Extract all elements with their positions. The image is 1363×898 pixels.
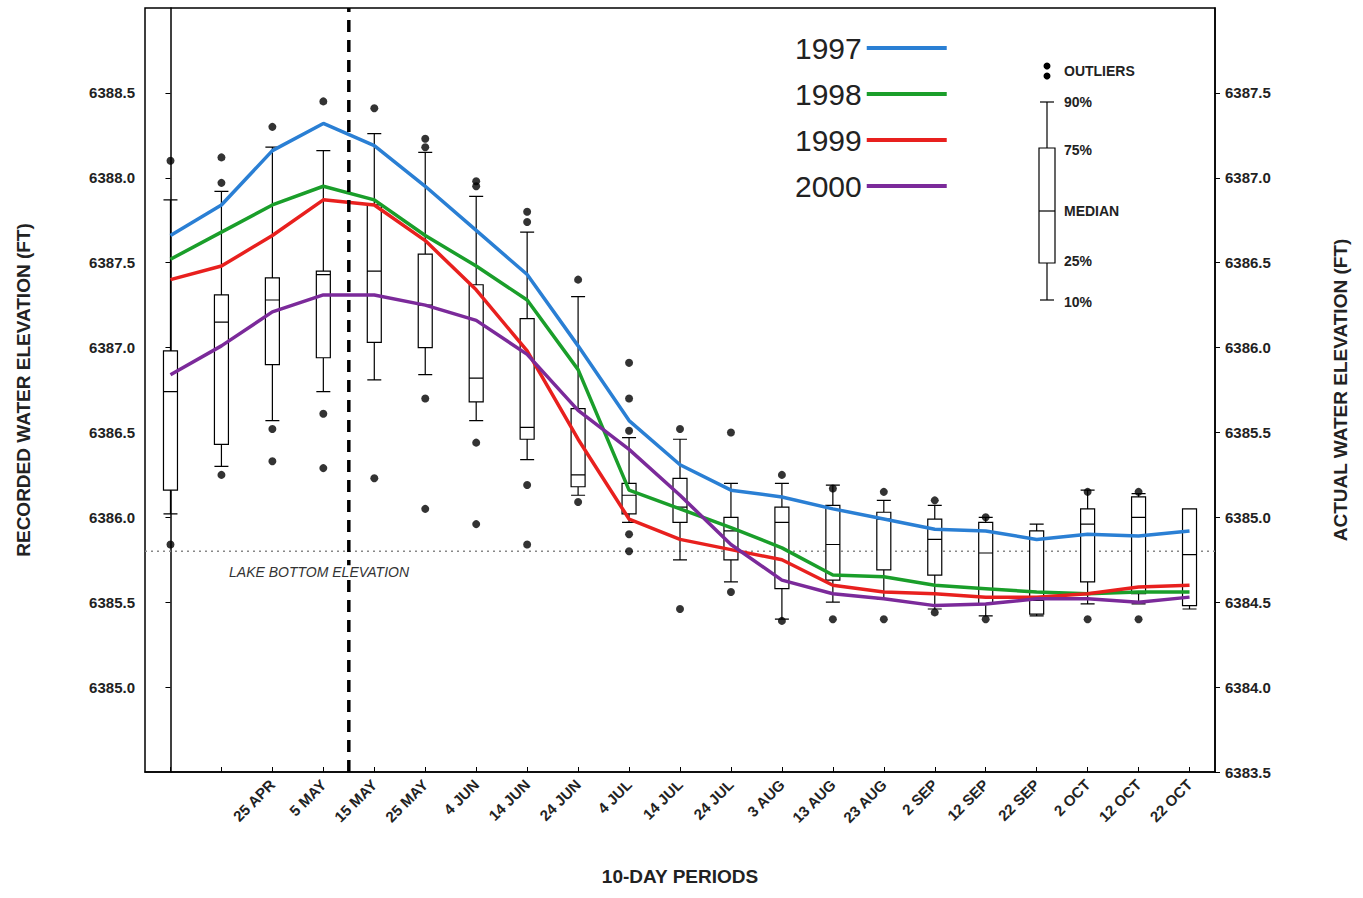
- svg-text:LAKE BOTTOM ELEVATION: LAKE BOTTOM ELEVATION: [229, 564, 410, 580]
- svg-text:4 JUL: 4 JUL: [594, 776, 635, 817]
- svg-text:6386.5: 6386.5: [89, 424, 135, 441]
- svg-text:6387.5: 6387.5: [89, 254, 135, 271]
- svg-text:1999: 1999: [795, 124, 862, 157]
- svg-text:4 JUN: 4 JUN: [440, 776, 482, 818]
- svg-text:6387.5: 6387.5: [1225, 84, 1271, 101]
- svg-text:6385.5: 6385.5: [89, 594, 135, 611]
- svg-text:6385.0: 6385.0: [1225, 509, 1271, 526]
- svg-text:RECORDED WATER ELEVATION (FT): RECORDED WATER ELEVATION (FT): [13, 223, 34, 557]
- svg-text:14 JUN: 14 JUN: [485, 776, 533, 824]
- svg-text:10-DAY PERIODS: 10-DAY PERIODS: [602, 866, 758, 887]
- svg-text:6386.0: 6386.0: [1225, 339, 1271, 356]
- svg-text:25 MAY: 25 MAY: [382, 776, 431, 825]
- svg-text:ACTUAL WATER ELEVATION (FT): ACTUAL WATER ELEVATION (FT): [1330, 239, 1351, 542]
- svg-text:24 JUL: 24 JUL: [690, 776, 737, 823]
- svg-text:6383.5: 6383.5: [1225, 764, 1271, 781]
- svg-text:1998: 1998: [795, 78, 862, 111]
- svg-text:24 JUN: 24 JUN: [536, 776, 584, 824]
- svg-text:1997: 1997: [795, 32, 862, 65]
- svg-text:6385.5: 6385.5: [1225, 424, 1271, 441]
- svg-text:22 SEP: 22 SEP: [995, 776, 1043, 824]
- svg-text:6384.5: 6384.5: [1225, 594, 1271, 611]
- svg-text:14 JUL: 14 JUL: [639, 776, 686, 823]
- svg-text:22 OCT: 22 OCT: [1146, 776, 1195, 825]
- svg-text:MEDIAN: MEDIAN: [1064, 203, 1119, 219]
- svg-text:75%: 75%: [1064, 142, 1093, 158]
- svg-text:15 MAY: 15 MAY: [331, 776, 380, 825]
- svg-text:6386.5: 6386.5: [1225, 254, 1271, 271]
- svg-text:6387.0: 6387.0: [89, 339, 135, 356]
- svg-text:OUTLIERS: OUTLIERS: [1064, 63, 1135, 79]
- svg-text:2 OCT: 2 OCT: [1050, 776, 1093, 819]
- svg-text:2 SEP: 2 SEP: [899, 776, 941, 818]
- svg-text:6387.0: 6387.0: [1225, 169, 1271, 186]
- svg-text:90%: 90%: [1064, 94, 1093, 110]
- svg-text:6388.0: 6388.0: [89, 169, 135, 186]
- svg-text:25 APR: 25 APR: [230, 776, 279, 825]
- svg-text:6386.0: 6386.0: [89, 509, 135, 526]
- svg-text:2000: 2000: [795, 170, 862, 203]
- svg-text:12 OCT: 12 OCT: [1095, 776, 1144, 825]
- svg-text:3 AUG: 3 AUG: [744, 776, 788, 820]
- svg-text:5 MAY: 5 MAY: [286, 776, 329, 819]
- svg-text:6384.0: 6384.0: [1225, 679, 1271, 696]
- svg-text:25%: 25%: [1064, 253, 1093, 269]
- svg-text:13 AUG: 13 AUG: [789, 776, 839, 826]
- svg-text:6388.5: 6388.5: [89, 84, 135, 101]
- svg-text:23 AUG: 23 AUG: [840, 776, 890, 826]
- svg-text:6385.0: 6385.0: [89, 679, 135, 696]
- svg-text:10%: 10%: [1064, 294, 1093, 310]
- svg-text:12 SEP: 12 SEP: [944, 776, 992, 824]
